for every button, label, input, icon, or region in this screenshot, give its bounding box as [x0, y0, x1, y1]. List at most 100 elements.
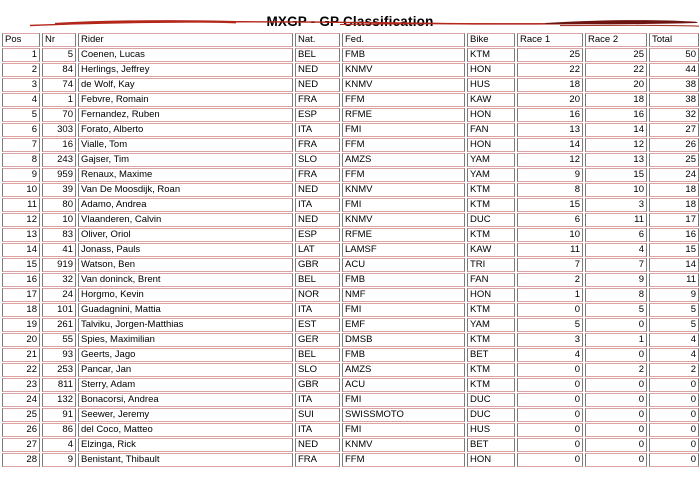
cell-total: 50: [649, 48, 699, 62]
cell-fed: ACU: [342, 378, 465, 392]
cell-rider: Herlings, Jeffrey: [78, 63, 293, 77]
cell-race1: 12: [517, 153, 583, 167]
cell-bike: HON: [467, 288, 515, 302]
cell-bike: HON: [467, 63, 515, 77]
cell-race2: 4: [585, 243, 647, 257]
cell-total: 24: [649, 168, 699, 182]
cell-fed: DMSB: [342, 333, 465, 347]
cell-nr: 93: [42, 348, 76, 362]
cell-fed: NMF: [342, 288, 465, 302]
cell-fed: FMB: [342, 273, 465, 287]
cell-pos: 12: [2, 213, 40, 227]
cell-race1: 6: [517, 213, 583, 227]
cell-total: 0: [649, 423, 699, 437]
cell-pos: 2: [2, 63, 40, 77]
cell-fed: AMZS: [342, 153, 465, 167]
cell-nat: ITA: [295, 303, 340, 317]
cell-rider: Gajser, Tim: [78, 153, 293, 167]
cell-nat: FRA: [295, 138, 340, 152]
cell-fed: RFME: [342, 108, 465, 122]
cell-nr: 83: [42, 228, 76, 242]
cell-rider: Seewer, Jeremy: [78, 408, 293, 422]
table-row: 27 4 Elzinga, Rick NED KNMV BET 0 0 0: [2, 438, 699, 452]
cell-rider: Van doninck, Brent: [78, 273, 293, 287]
cell-pos: 27: [2, 438, 40, 452]
table-row: 13 83 Oliver, Oriol ESP RFME KTM 10 6 16: [2, 228, 699, 242]
cell-total: 5: [649, 318, 699, 332]
cell-rider: Talviku, Jorgen-Matthias: [78, 318, 293, 332]
column-header-pos: Pos: [2, 33, 40, 47]
cell-nat: EST: [295, 318, 340, 332]
cell-rider: Fernandez, Ruben: [78, 108, 293, 122]
cell-race2: 0: [585, 378, 647, 392]
cell-rider: Benistant, Thibault: [78, 453, 293, 467]
cell-race1: 0: [517, 438, 583, 452]
table-row: 28 9 Benistant, Thibault FRA FFM HON 0 0 0: [2, 453, 699, 467]
cell-nr: 4: [42, 438, 76, 452]
cell-pos: 10: [2, 183, 40, 197]
cell-race1: 7: [517, 258, 583, 272]
cell-pos: 22: [2, 363, 40, 377]
cell-race2: 2: [585, 363, 647, 377]
cell-nat: GBR: [295, 258, 340, 272]
cell-race2: 9: [585, 273, 647, 287]
cell-race2: 7: [585, 258, 647, 272]
cell-rider: Renaux, Maxime: [78, 168, 293, 182]
cell-total: 18: [649, 198, 699, 212]
cell-bike: HON: [467, 138, 515, 152]
cell-nr: 261: [42, 318, 76, 332]
cell-race1: 18: [517, 78, 583, 92]
cell-race2: 14: [585, 123, 647, 137]
cell-bike: BET: [467, 438, 515, 452]
cell-total: 15: [649, 243, 699, 257]
table-row: 23 811 Sterry, Adam GBR ACU KTM 0 0 0: [2, 378, 699, 392]
cell-total: 2: [649, 363, 699, 377]
cell-nat: BEL: [295, 273, 340, 287]
cell-race2: 1: [585, 333, 647, 347]
cell-race2: 0: [585, 318, 647, 332]
cell-race1: 4: [517, 348, 583, 362]
cell-bike: KAW: [467, 93, 515, 107]
cell-nr: 253: [42, 363, 76, 377]
cell-pos: 15: [2, 258, 40, 272]
table-row: 8 243 Gajser, Tim SLO AMZS YAM 12 13 25: [2, 153, 699, 167]
cell-rider: Jonass, Pauls: [78, 243, 293, 257]
cell-nat: SUI: [295, 408, 340, 422]
cell-rider: Horgmo, Kevin: [78, 288, 293, 302]
cell-nr: 243: [42, 153, 76, 167]
cell-race1: 0: [517, 453, 583, 467]
cell-race1: 13: [517, 123, 583, 137]
cell-nat: ESP: [295, 108, 340, 122]
cell-nat: ITA: [295, 198, 340, 212]
cell-bike: HUS: [467, 78, 515, 92]
cell-fed: FMB: [342, 48, 465, 62]
cell-fed: FMI: [342, 198, 465, 212]
cell-pos: 7: [2, 138, 40, 152]
cell-nat: ITA: [295, 423, 340, 437]
page-title: MXGP - GP Classification: [266, 14, 434, 29]
cell-bike: FAN: [467, 123, 515, 137]
cell-total: 0: [649, 393, 699, 407]
cell-total: 25: [649, 153, 699, 167]
table-row: 18 101 Guadagnini, Mattia ITA FMI KTM 0 5 5: [2, 303, 699, 317]
cell-bike: YAM: [467, 153, 515, 167]
cell-rider: Spies, Maximilian: [78, 333, 293, 347]
cell-race1: 20: [517, 93, 583, 107]
cell-nr: 5: [42, 48, 76, 62]
cell-total: 38: [649, 93, 699, 107]
cell-rider: Watson, Ben: [78, 258, 293, 272]
cell-fed: FMI: [342, 423, 465, 437]
cell-total: 0: [649, 438, 699, 452]
cell-fed: FMI: [342, 303, 465, 317]
cell-fed: KNMV: [342, 213, 465, 227]
table-row: 12 10 Vlaanderen, Calvin NED KNMV DUC 6 11 17: [2, 213, 699, 227]
cell-race2: 5: [585, 303, 647, 317]
cell-race2: 0: [585, 438, 647, 452]
cell-rider: Vialle, Tom: [78, 138, 293, 152]
cell-bike: KTM: [467, 198, 515, 212]
cell-race2: 16: [585, 108, 647, 122]
cell-nat: FRA: [295, 453, 340, 467]
column-header-race1: Race 1: [517, 33, 583, 47]
cell-race2: 0: [585, 393, 647, 407]
cell-nr: 84: [42, 63, 76, 77]
